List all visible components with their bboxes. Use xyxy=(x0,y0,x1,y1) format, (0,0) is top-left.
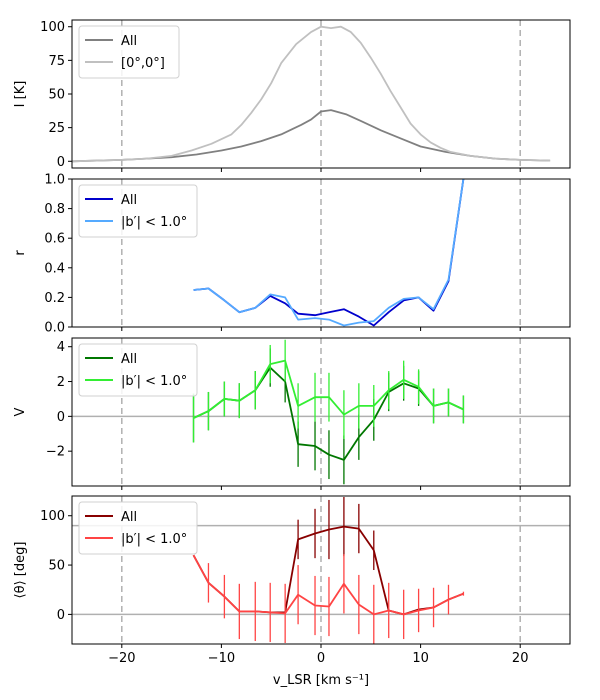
legend: All [0°,0°] xyxy=(78,25,180,79)
series-line xyxy=(193,179,465,327)
y-tick-label: 100 xyxy=(40,509,65,524)
legend-label: All xyxy=(121,510,137,525)
series-2 xyxy=(193,179,465,327)
y-tick-label: 0.8 xyxy=(44,202,65,217)
y-tick-label: 0.0 xyxy=(44,321,65,336)
panel-1: 0 25 50 75 100 I [K] All [0°,0°] xyxy=(13,19,571,172)
legend-label: All xyxy=(121,193,137,208)
y-tick-label: 4 xyxy=(57,340,65,355)
legend-label: |b′| < 1.0° xyxy=(121,532,187,547)
y-tick-label: 0 xyxy=(57,608,65,623)
legend: All |b′| < 1.0° xyxy=(78,184,198,238)
legend-label: |b′| < 1.0° xyxy=(121,374,187,389)
legend: All |b′| < 1.0° xyxy=(78,343,198,397)
x-tick-label: −10 xyxy=(208,651,235,666)
x-tick-label: 0 xyxy=(317,651,325,666)
y-tick-label: 0.2 xyxy=(44,291,65,306)
x-tick-label: 10 xyxy=(412,651,429,666)
x-tick-label: −20 xyxy=(108,651,135,666)
panel-4: 0 50 100 −20 −10 0 10 20 ⟨θ⟩ [deg] v_LSR [km s⁻¹]… xyxy=(13,495,571,688)
plot-area xyxy=(72,20,551,168)
panel-2: 0.0 0.2 0.4 0.6 0.8 1.0 r All |b′| < 1.0° xyxy=(13,173,571,336)
y-tick-label: 0 xyxy=(57,155,65,170)
y-tick-label: 100 xyxy=(40,20,65,35)
y-tick-label: 50 xyxy=(48,559,65,574)
y-tick-label: 75 xyxy=(48,54,65,69)
series-line xyxy=(192,554,464,616)
panel-3: −2 0 2 4 V All |b′| < 1.0° xyxy=(13,337,571,490)
series-line xyxy=(72,25,551,163)
legend-label: All xyxy=(121,34,137,49)
y-tick-label: 0.4 xyxy=(44,261,65,276)
series-line xyxy=(193,359,464,419)
series-line xyxy=(72,109,551,163)
series-2 xyxy=(192,554,465,644)
legend-label: [0°,0°] xyxy=(121,56,165,71)
series-2 xyxy=(72,25,551,163)
series-2 xyxy=(192,339,465,443)
y-tick-label: −2 xyxy=(46,445,65,460)
y-tick-label: 1.0 xyxy=(44,173,65,188)
x-tick-label: 20 xyxy=(512,651,529,666)
series-1 xyxy=(72,109,551,163)
y-axis-label: ⟨θ⟩ [deg] xyxy=(13,542,28,599)
y-tick-label: 50 xyxy=(48,88,65,103)
y-tick-label: 2 xyxy=(57,375,65,390)
legend-label: |b′| < 1.0° xyxy=(121,215,187,230)
legend-label: All xyxy=(121,352,137,367)
y-tick-label: 25 xyxy=(48,121,65,136)
y-axis-label: r xyxy=(13,250,28,256)
y-tick-label: 0.6 xyxy=(44,232,65,247)
y-axis-label: V xyxy=(13,407,28,416)
y-tick-label: 0 xyxy=(57,410,65,425)
series-line xyxy=(193,179,465,327)
y-axis-label: I [K] xyxy=(13,81,28,108)
series-1 xyxy=(193,179,465,327)
x-axis-label: v_LSR [km s⁻¹] xyxy=(273,673,369,688)
legend: All |b′| < 1.0° xyxy=(78,501,198,555)
